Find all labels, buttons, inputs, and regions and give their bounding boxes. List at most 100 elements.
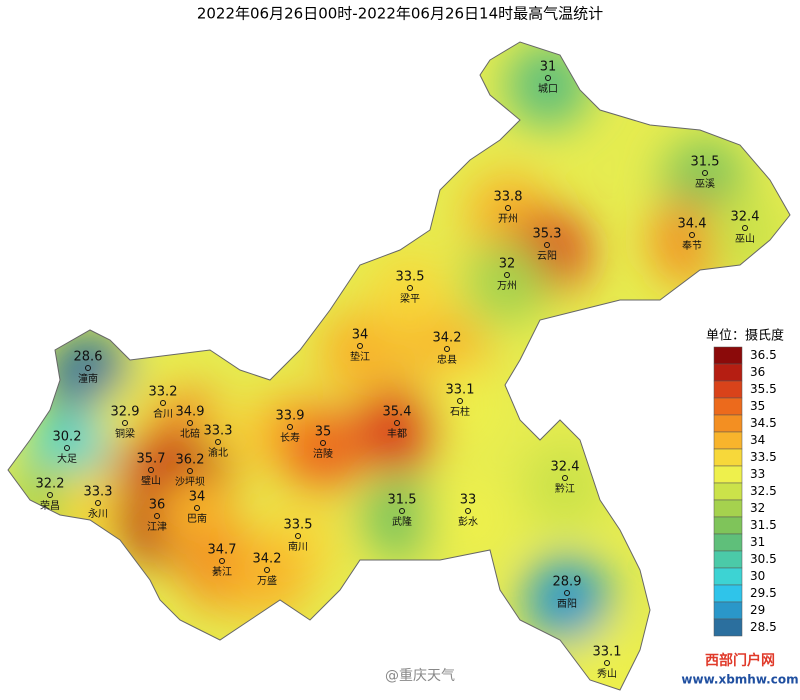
legend-label: 30 [750, 569, 765, 583]
station-name: 南川 [288, 540, 308, 553]
legend-swatch [713, 567, 743, 586]
station-value: 35.3 [533, 227, 562, 242]
station-value: 33.1 [446, 383, 475, 398]
site-name: 西部门户网 [705, 652, 775, 669]
station-value: 33.9 [276, 409, 305, 424]
station-value: 32.4 [731, 210, 760, 225]
station-name: 酉阳 [557, 598, 577, 610]
legend-swatch [713, 431, 743, 450]
heat-layer [8, 42, 790, 690]
heat-blob [418, 366, 502, 450]
legend-label: 34.5 [750, 416, 777, 430]
station-name: 忠县 [437, 354, 457, 366]
station-dot [194, 505, 200, 511]
station-dot [264, 567, 270, 573]
station-value: 34.4 [678, 217, 707, 232]
legend-swatch [713, 601, 743, 620]
legend-label: 36.5 [750, 348, 777, 362]
site-url: www.xbmhw.com [681, 673, 798, 687]
title: 2022年06月26日00时-2022年06月26日14时最高气温统计 [197, 5, 603, 23]
station-dot [505, 205, 511, 211]
heat-blob [225, 535, 309, 619]
legend-swatch [713, 380, 743, 399]
region-border [7, 41, 791, 691]
station-dot [160, 400, 166, 406]
station-dot [287, 424, 293, 430]
station-name: 梁平 [400, 292, 420, 305]
station-name: 铜梁 [115, 427, 135, 440]
station-value: 35.4 [383, 405, 412, 420]
station-value: 33.3 [204, 424, 233, 439]
station-value: 36 [149, 498, 166, 513]
legend-label: 32 [750, 501, 765, 515]
station-dot [394, 420, 400, 426]
legend: 36.5 36 35.5 35 34.5 34 33.5 33 32.5 32 31.5 31 30.5… [713, 346, 777, 637]
station-name: 綦江 [212, 565, 232, 578]
station-value: 28.6 [74, 350, 103, 365]
station-dot [295, 533, 301, 539]
station-dot [85, 365, 91, 371]
legend-label: 33 [750, 467, 765, 481]
station-name: 奉节 [682, 239, 702, 252]
legend-swatch [713, 346, 743, 365]
station-dot [47, 492, 53, 498]
station-name: 万盛 [257, 574, 277, 587]
station-dot [564, 590, 570, 596]
station-name: 石柱 [450, 405, 470, 418]
legend-swatch [713, 465, 743, 484]
heat-blob [523, 443, 607, 527]
station-dot [604, 660, 610, 666]
station-dot [187, 468, 193, 474]
station-value: 34 [352, 328, 369, 343]
station-name: 渝北 [208, 446, 228, 459]
station-dot [702, 170, 708, 176]
legend-swatch [713, 533, 743, 552]
station-dot [219, 558, 225, 564]
station-name: 潼南 [78, 372, 98, 385]
heat-blob [368, 253, 452, 337]
station-value: 34.2 [433, 331, 462, 346]
station-name: 荣昌 [40, 500, 60, 512]
station-dot [154, 513, 160, 519]
station-dot [148, 467, 154, 473]
station-name: 大足 [57, 452, 77, 465]
station-value: 31.5 [388, 493, 417, 508]
heat-blob [318, 311, 402, 395]
station-value: 28.9 [553, 575, 582, 590]
blobs [8, 43, 787, 690]
station-value: 32.9 [111, 405, 140, 420]
legend-swatch [713, 618, 743, 637]
station-value: 33.5 [396, 270, 425, 285]
station-value: 33.5 [284, 518, 313, 533]
legend-label: 31 [750, 535, 765, 549]
station-value: 31.5 [691, 155, 720, 170]
legend-swatch [713, 550, 743, 569]
station-name: 长寿 [280, 431, 300, 444]
station-value: 34.2 [253, 552, 282, 567]
legend-swatch [713, 499, 743, 518]
station-value: 33.2 [149, 385, 178, 400]
station-value: 33.3 [84, 485, 113, 500]
station-dot [407, 285, 413, 291]
station-name: 开州 [498, 213, 518, 225]
station-dot [504, 272, 510, 278]
station-name: 云阳 [537, 250, 557, 262]
legend-label: 36 [750, 365, 765, 379]
station-name: 合川 [153, 407, 173, 420]
legend-swatch [713, 414, 743, 433]
legend-label: 33.5 [750, 450, 777, 464]
stations: 31 城口 31.5 巫溪 33.8 开州 35.3 云阳 34.4 奉节 32.4 巫山 32 万州 33… [36, 60, 760, 681]
station-value: 34 [189, 490, 206, 505]
station-value: 32 [499, 257, 516, 272]
station-value: 35 [315, 425, 332, 440]
station-dot [544, 242, 550, 248]
station-name: 北碚 [180, 427, 200, 440]
station-name: 城口 [538, 83, 558, 95]
station-dot [444, 346, 450, 352]
legend-swatch [713, 482, 743, 501]
station-dot [215, 439, 221, 445]
station-value: 32.2 [36, 477, 65, 492]
station-value: 30.2 [53, 430, 82, 445]
watermark: @重庆天气 [385, 668, 455, 684]
